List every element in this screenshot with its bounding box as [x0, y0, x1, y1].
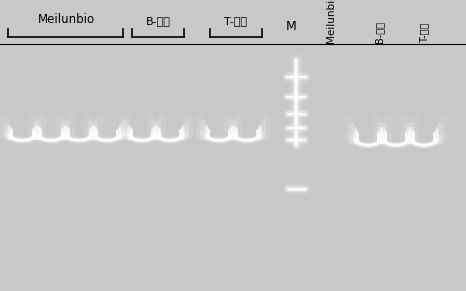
Text: M: M: [286, 20, 297, 33]
Text: Meilunbio: Meilunbio: [37, 13, 95, 26]
Text: T-品牌: T-品牌: [419, 23, 429, 43]
Text: Meilunbio: Meilunbio: [326, 0, 336, 43]
Text: B-品牌: B-品牌: [145, 16, 171, 26]
Text: T-品牌: T-品牌: [224, 16, 247, 26]
Text: B-品牌: B-品牌: [375, 21, 384, 43]
